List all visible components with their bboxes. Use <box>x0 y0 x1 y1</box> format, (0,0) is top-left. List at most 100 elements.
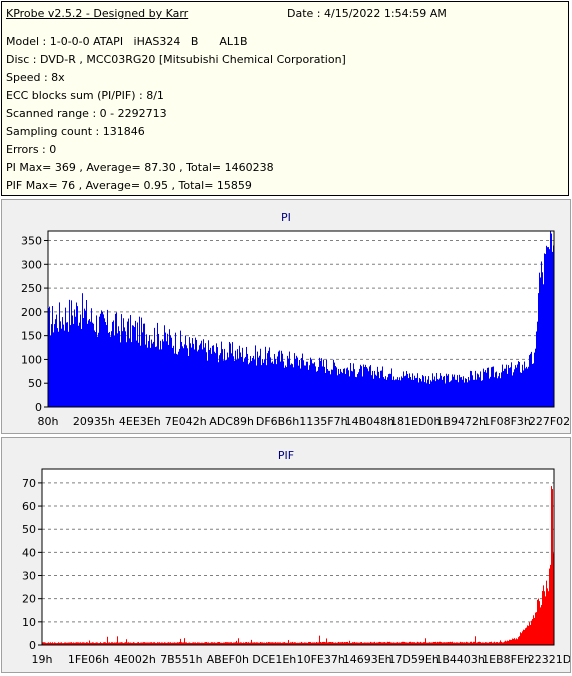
bar <box>103 642 104 645</box>
bar <box>110 642 111 645</box>
bar <box>550 564 551 645</box>
bar <box>202 642 203 645</box>
bar <box>292 364 293 407</box>
bar <box>121 642 122 645</box>
bar <box>330 642 331 645</box>
bar <box>351 370 352 407</box>
bar <box>109 331 110 407</box>
bar <box>125 642 126 645</box>
bar <box>499 372 500 407</box>
bar <box>146 334 147 407</box>
bar <box>295 642 296 645</box>
bar <box>149 642 150 645</box>
bar <box>222 642 223 645</box>
bar <box>445 383 446 407</box>
bar <box>389 641 390 645</box>
bar <box>230 642 231 645</box>
bar <box>462 379 463 407</box>
bar <box>109 642 110 645</box>
bar <box>117 333 118 407</box>
bar <box>532 619 533 645</box>
bar <box>392 642 393 645</box>
range-line: Scanned range : 0 - 2292713 <box>6 107 167 120</box>
bar <box>95 332 96 407</box>
bar <box>415 642 416 645</box>
bar <box>132 325 133 407</box>
bar <box>316 371 317 407</box>
bar <box>136 340 137 407</box>
bar <box>344 642 345 645</box>
bar <box>506 364 507 407</box>
bar <box>354 369 355 407</box>
bar <box>469 380 470 407</box>
bar <box>139 316 140 407</box>
bar <box>199 345 200 407</box>
bar <box>288 640 289 645</box>
bar <box>225 360 226 407</box>
bar <box>508 640 509 645</box>
bar <box>203 339 204 407</box>
bar <box>99 316 100 407</box>
bar <box>283 642 284 645</box>
bar <box>92 642 93 645</box>
bar <box>235 350 236 407</box>
bar <box>489 642 490 645</box>
bar <box>147 642 148 645</box>
bar <box>224 348 225 407</box>
bar <box>179 642 180 645</box>
bar <box>160 340 161 407</box>
bar <box>153 341 154 407</box>
bar <box>308 642 309 645</box>
bar <box>240 642 241 645</box>
bar <box>380 642 381 645</box>
x-tick-label: 14693Eh <box>343 653 392 666</box>
bar <box>368 371 369 407</box>
bar <box>225 642 226 645</box>
sampling-line: Sampling count : 131846 <box>6 125 145 138</box>
bar <box>301 358 302 407</box>
bar <box>284 367 285 407</box>
bar <box>170 642 171 645</box>
bar <box>324 366 325 407</box>
bar <box>163 642 164 645</box>
bar <box>441 642 442 645</box>
bar <box>487 367 488 407</box>
bar <box>298 642 299 645</box>
bar <box>504 641 505 645</box>
bar <box>510 367 511 407</box>
bar <box>122 642 123 645</box>
bar <box>141 642 142 645</box>
bar <box>549 568 550 645</box>
y-tick-label: 0 <box>35 401 42 414</box>
bar <box>418 642 419 645</box>
bar <box>245 356 246 407</box>
bar <box>308 369 309 407</box>
bar <box>196 339 197 407</box>
bar <box>59 302 60 407</box>
bar <box>259 355 260 407</box>
bar <box>303 360 304 407</box>
bar <box>331 369 332 407</box>
bar <box>159 349 160 407</box>
bar <box>121 314 122 407</box>
bar <box>527 368 528 407</box>
bar <box>261 365 262 407</box>
bar <box>196 643 197 645</box>
bar <box>505 368 506 407</box>
bar <box>552 251 553 407</box>
bar <box>194 349 195 407</box>
bar <box>453 642 454 645</box>
bar <box>338 368 339 407</box>
info-panel: KProbe v2.5.2 - Designed by Karr Date : … <box>1 1 569 196</box>
bar <box>405 375 406 407</box>
bar <box>288 358 289 407</box>
bar <box>80 314 81 407</box>
y-tick-label: 250 <box>21 282 42 295</box>
bar <box>479 641 480 645</box>
bar <box>76 642 77 645</box>
bar <box>424 382 425 407</box>
bar <box>529 355 530 407</box>
bar <box>355 376 356 407</box>
bar <box>367 642 368 645</box>
bar <box>300 368 301 407</box>
